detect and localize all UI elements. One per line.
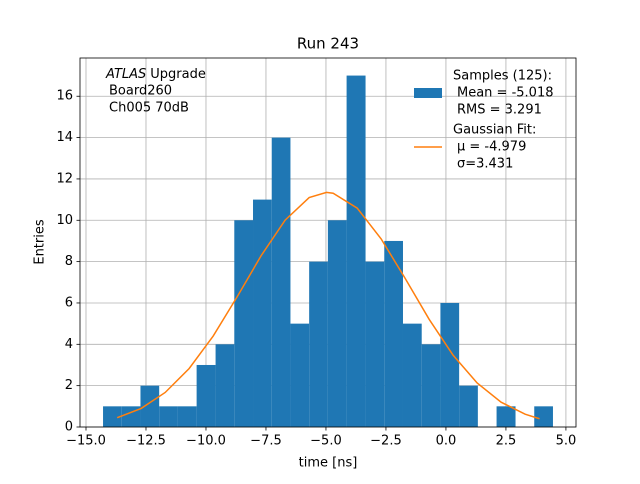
- histogram-bar: [534, 406, 553, 427]
- y-tick-label: 0: [65, 420, 73, 435]
- x-tick-label: −2.5: [370, 434, 402, 449]
- x-tick-label: 2.5: [496, 434, 517, 449]
- x-tick-label: 5.0: [556, 434, 577, 449]
- legend-label: Samples (125):: [453, 69, 552, 84]
- legend-detail: σ=3.431: [457, 157, 513, 172]
- y-tick-label: 4: [65, 337, 73, 352]
- histogram-bar: [365, 261, 385, 427]
- histogram-bar: [177, 406, 197, 427]
- y-tick-label: 6: [65, 295, 73, 310]
- legend-detail: RMS = 3.291: [457, 103, 542, 118]
- legend-label: Gaussian Fit:: [453, 123, 536, 138]
- chart-title: Run 243: [297, 35, 359, 53]
- annotation-text: Upgrade: [150, 67, 206, 82]
- histogram-bar: [327, 220, 347, 427]
- y-tick-label: 12: [56, 171, 73, 186]
- histogram-bar: [271, 137, 291, 427]
- histogram-bar: [253, 199, 272, 427]
- x-tick-label: −15.0: [66, 434, 106, 449]
- y-tick-label: 8: [65, 254, 73, 269]
- y-tick-label: 14: [56, 130, 73, 145]
- y-tick-label: 16: [56, 89, 73, 104]
- legend: Samples (125): Mean = -5.018 RMS = 3.291 Ga…: [414, 69, 553, 172]
- histogram-bar: [215, 344, 235, 427]
- axes-frame: [79, 57, 577, 428]
- histogram-bar: [384, 240, 403, 427]
- histogram-bar: [496, 406, 516, 427]
- annotation-italic: ATLAS: [105, 67, 146, 82]
- annotation-line: Board260: [109, 84, 172, 99]
- legend-detail: Mean = -5.018: [457, 86, 553, 101]
- histogram-bar: [440, 302, 460, 427]
- histogram-bar: [459, 385, 478, 427]
- histogram-bar: [290, 323, 310, 427]
- histogram-bar: [196, 364, 216, 427]
- histogram-bar: [402, 323, 422, 427]
- histogram-bar: [121, 406, 141, 427]
- histogram-bar: [346, 75, 366, 428]
- x-tick-label: 0.0: [436, 434, 457, 449]
- annotation: ATLAS Upgrade Board260 Ch005 70dB: [105, 67, 206, 116]
- histogram-bar: [234, 220, 254, 427]
- y-tick-label: 2: [65, 378, 73, 393]
- x-tick-label: −10.0: [186, 434, 226, 449]
- legend-detail: μ = -4.979: [457, 140, 526, 155]
- legend-swatch: [414, 88, 442, 98]
- histogram-bar: [140, 385, 160, 427]
- histogram-bar: [421, 344, 441, 427]
- histogram-bar: [159, 406, 178, 427]
- x-axis-label: time [ns]: [299, 456, 358, 471]
- histogram-bar: [103, 406, 122, 427]
- y-axis-label: Entries: [33, 219, 48, 265]
- fit-line: [116, 191, 540, 420]
- y-tick-label: 10: [56, 213, 73, 228]
- x-tick-label: −5.0: [310, 434, 342, 449]
- annotation-line: Ch005 70dB: [109, 101, 189, 116]
- annotation-line: ATLAS Upgrade: [105, 67, 206, 82]
- x-tick-label: −7.5: [250, 434, 282, 449]
- histogram-bar: [309, 261, 328, 427]
- x-tick-label: −12.5: [126, 434, 166, 449]
